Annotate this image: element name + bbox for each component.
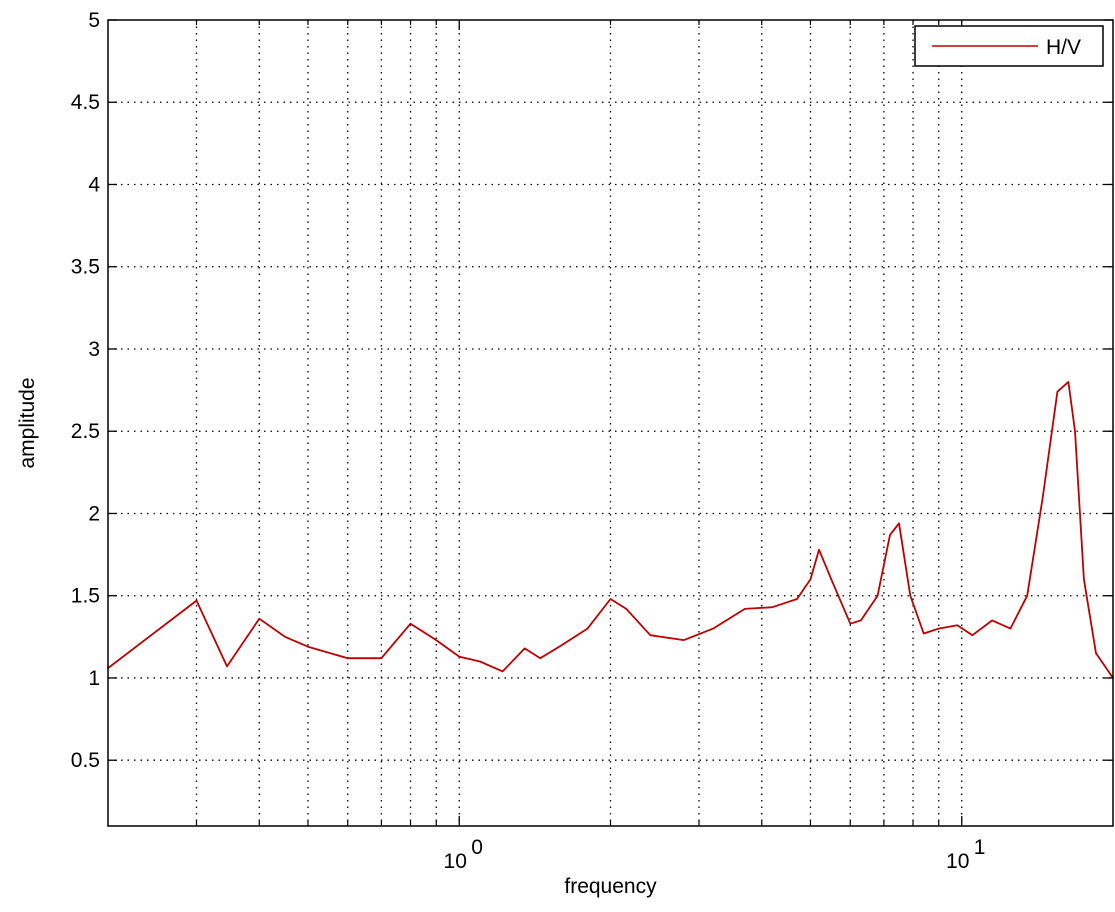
x-tick-label-exponent: 0 [471,836,483,859]
x-tick-label: 100 [444,836,483,873]
grid [108,20,1113,826]
y-tick-label: 1.5 [71,585,100,608]
y-tick-label: 1 [88,667,100,690]
y-tick-label: 2 [88,502,100,525]
legend-label: H/V [1046,36,1081,59]
series-line-hv [107,380,1114,679]
y-tick-label: 2.5 [71,420,100,443]
y-tick-label: 3 [88,338,100,361]
x-axis-label: frequency [564,875,657,898]
y-tick-label: 0.5 [71,749,100,772]
y-tick-label: 3.5 [71,256,100,279]
y-tick-label: 4 [88,173,100,196]
legend: H/V [914,25,1104,67]
series-layer [107,380,1114,679]
y-axis-label: amplitude [16,377,39,468]
x-tick-label-base: 10 [946,850,969,873]
x-tick-label: 101 [946,836,985,873]
y-tick-label: 5 [88,9,100,32]
x-tick-label-base: 10 [444,850,467,873]
x-tick-label-exponent: 1 [974,836,986,859]
y-tick-label: 4.5 [71,91,100,114]
axis-ticks [108,19,1113,826]
